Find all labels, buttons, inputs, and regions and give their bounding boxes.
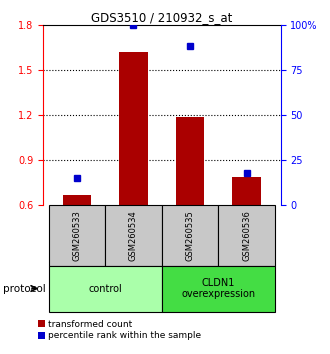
Text: GSM260533: GSM260533	[72, 210, 81, 261]
Text: GSM260535: GSM260535	[185, 210, 194, 261]
Bar	[162, 266, 275, 312]
Bar	[49, 266, 162, 312]
Bar	[162, 205, 218, 266]
Legend: transformed count, percentile rank within the sample: transformed count, percentile rank withi…	[38, 320, 202, 340]
Text: protocol: protocol	[3, 284, 46, 293]
Bar	[63, 195, 91, 205]
Bar	[105, 205, 162, 266]
Text: GSM260534: GSM260534	[129, 210, 138, 261]
Bar	[49, 205, 105, 266]
Bar	[119, 52, 148, 205]
Text: GSM260536: GSM260536	[242, 210, 251, 261]
Title: GDS3510 / 210932_s_at: GDS3510 / 210932_s_at	[91, 11, 232, 24]
Text: CLDN1
overexpression: CLDN1 overexpression	[181, 278, 255, 299]
Bar	[218, 205, 275, 266]
Bar	[232, 177, 261, 205]
Text: control: control	[88, 284, 122, 293]
Bar	[176, 116, 204, 205]
